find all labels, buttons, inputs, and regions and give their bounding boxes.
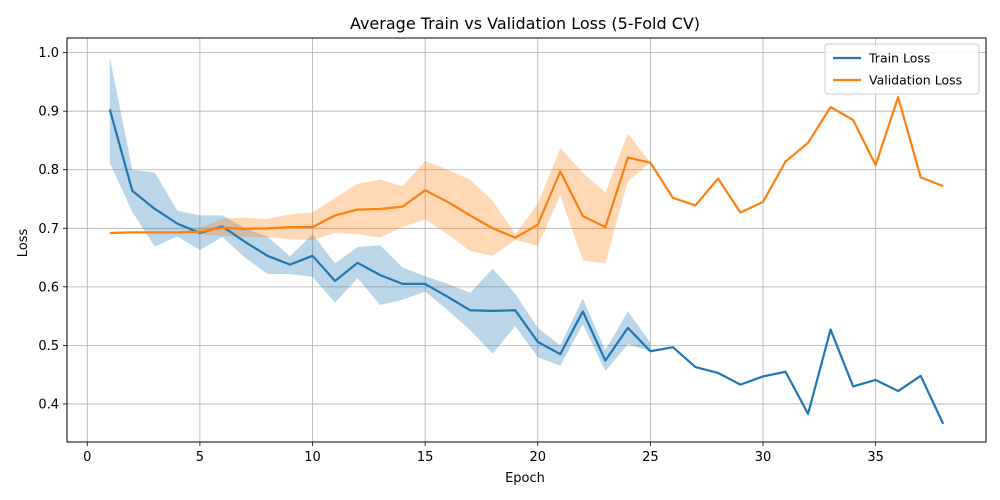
y-tick-label: 0.5 (38, 339, 59, 354)
x-tick-label: 0 (83, 450, 91, 465)
y-tick-label: 1.0 (38, 46, 59, 61)
y-tick-label: 0.4 (38, 397, 59, 412)
series-line-validation-loss (109, 96, 944, 239)
series-lines (108, 96, 945, 425)
legend-label: Validation Loss (869, 73, 962, 88)
x-tick-label: 20 (529, 450, 546, 465)
x-axis-title: Epoch (505, 471, 545, 486)
y-tick-label: 0.9 (38, 105, 59, 120)
chart-title: Average Train vs Validation Loss (5-Fold… (350, 14, 700, 33)
band-validation-loss (109, 133, 651, 264)
x-tick-label: 25 (642, 450, 659, 465)
legend: Train Loss Validation Loss (824, 43, 980, 95)
plot-frame (66, 37, 987, 443)
series-line-train-loss (108, 109, 945, 425)
x-tick-label: 30 (755, 450, 772, 465)
x-tick-label: 15 (417, 450, 434, 465)
y-tick-label: 0.7 (38, 222, 59, 237)
axis-ticks: 0 5 10 15 20 25 30 35 0.4 0.5 0.6 0.7 0.8 0.9 1.0 (38, 46, 884, 465)
legend-box (824, 43, 980, 95)
y-axis-title: Loss (16, 229, 31, 258)
x-tick-label: 10 (304, 450, 321, 465)
y-tick-label: 0.6 (38, 280, 59, 295)
legend-label: Train Loss (868, 51, 930, 66)
y-tick-label: 0.8 (38, 163, 59, 178)
x-tick-label: 5 (196, 450, 204, 465)
confidence-bands (109, 57, 651, 372)
x-tick-label: 35 (867, 450, 884, 465)
